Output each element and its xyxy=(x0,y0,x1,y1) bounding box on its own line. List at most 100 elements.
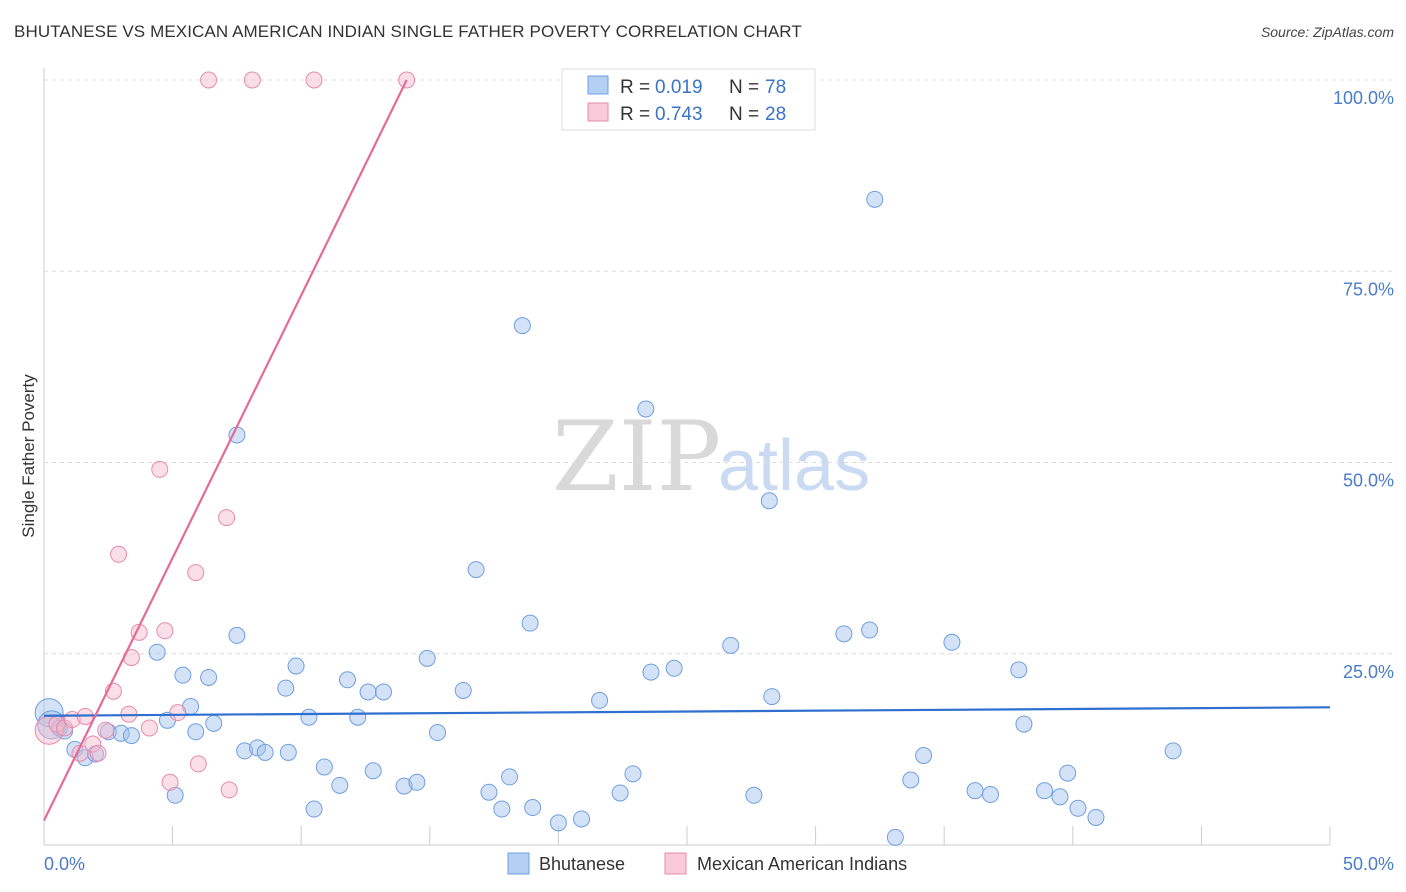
point-bhutanese-60 xyxy=(861,621,879,639)
trend-lines xyxy=(43,79,1331,822)
point-bhutanese-70 xyxy=(1036,782,1054,800)
point-bhutanese-69 xyxy=(1015,715,1033,733)
y-tick-labels: 25.0% 50.0% 75.0% 100.0% xyxy=(1333,88,1394,682)
x-ticks xyxy=(172,826,1331,845)
point-bhutanese-24 xyxy=(279,743,297,761)
point-bhutanese-10 xyxy=(148,643,166,661)
point-bhutanese-22 xyxy=(256,743,274,761)
watermark-atlas: atlas xyxy=(718,426,870,506)
point-mexican-21 xyxy=(200,71,218,89)
point-bhutanese-68 xyxy=(1010,661,1028,679)
point-bhutanese-61 xyxy=(866,190,884,208)
point-mexican-24 xyxy=(243,71,261,89)
point-bhutanese-62 xyxy=(886,828,904,846)
legend-r-label-2: R = xyxy=(620,104,650,125)
y-tick-label-25: 25.0% xyxy=(1343,662,1394,682)
point-bhutanese-40 xyxy=(467,561,485,579)
point-bhutanese-64 xyxy=(915,746,933,764)
point-bhutanese-39 xyxy=(454,681,472,699)
point-bhutanese-16 xyxy=(200,668,218,686)
legend-n-label-1: N = xyxy=(729,77,759,98)
point-mexican-16 xyxy=(156,622,174,640)
point-bhutanese-33 xyxy=(364,762,382,780)
point-bhutanese-13 xyxy=(174,666,192,684)
point-bhutanese-30 xyxy=(338,671,356,689)
series-legend: Bhutanese Mexican American Indians xyxy=(507,852,907,875)
point-mexican-20 xyxy=(189,755,207,773)
point-bhutanese-45 xyxy=(521,614,539,632)
legend-n-value-bhutanese: 78 xyxy=(765,77,786,98)
point-bhutanese-31 xyxy=(349,708,367,726)
point-bhutanese-63 xyxy=(902,771,920,789)
legend-r-value-bhutanese: 0.019 xyxy=(655,77,703,98)
point-bhutanese-49 xyxy=(591,691,609,709)
point-bhutanese-37 xyxy=(418,649,436,667)
point-bhutanese-34 xyxy=(375,683,393,701)
point-bhutanese-35 xyxy=(395,777,413,795)
point-mexican-14 xyxy=(140,719,158,737)
point-bhutanese-73 xyxy=(1069,799,1087,817)
point-bhutanese-74 xyxy=(1087,808,1105,826)
point-bhutanese-59 xyxy=(835,625,853,643)
point-mexican-17 xyxy=(161,773,179,791)
point-bhutanese-44 xyxy=(513,317,531,335)
chart-title: BHUTANESE VS MEXICAN AMERICAN INDIAN SIN… xyxy=(14,22,802,41)
point-bhutanese-47 xyxy=(549,814,567,832)
scatter-points xyxy=(34,71,1182,846)
point-bhutanese-42 xyxy=(493,800,511,818)
point-bhutanese-38 xyxy=(429,724,447,742)
point-bhutanese-20 xyxy=(236,742,254,760)
point-mexican-10 xyxy=(110,545,128,563)
point-bhutanese-25 xyxy=(287,657,305,675)
point-mexican-23 xyxy=(220,781,238,799)
bottom-legend-label-bhutanese: Bhutanese xyxy=(539,854,625,874)
point-bhutanese-29 xyxy=(331,776,349,794)
point-bhutanese-75 xyxy=(1164,742,1182,760)
y-tick-label-100: 100.0% xyxy=(1333,88,1394,108)
point-mexican-19 xyxy=(187,564,205,582)
point-bhutanese-72 xyxy=(1059,764,1077,782)
source-label: Source: ZipAtlas.com xyxy=(1260,24,1394,40)
point-bhutanese-7 xyxy=(99,723,117,741)
watermark-zip: ZIP xyxy=(552,401,721,513)
point-bhutanese-48 xyxy=(573,810,591,828)
x-tick-label-min: 0.0% xyxy=(44,854,85,874)
point-bhutanese-57 xyxy=(760,492,778,510)
legend-swatch-bhutanese xyxy=(587,75,609,95)
y-axis-label: Single Father Poverty xyxy=(19,374,38,538)
point-bhutanese-52 xyxy=(637,400,655,418)
trend-line-bhutanese xyxy=(43,706,1331,717)
point-bhutanese-71 xyxy=(1051,788,1069,806)
legend-r-label-1: R = xyxy=(620,77,650,98)
point-bhutanese-43 xyxy=(501,768,519,786)
legend-swatch-mexican xyxy=(587,102,609,122)
point-mexican-6 xyxy=(84,735,102,753)
point-mexican-25 xyxy=(305,71,323,89)
legend-r-value-mexican: 0.743 xyxy=(655,104,703,125)
point-bhutanese-26 xyxy=(300,708,318,726)
point-bhutanese-51 xyxy=(624,765,642,783)
trend-line-mexican xyxy=(43,79,408,822)
legend-n-label-2: N = xyxy=(729,104,759,125)
point-bhutanese-66 xyxy=(966,782,984,800)
point-bhutanese-54 xyxy=(665,659,683,677)
point-bhutanese-23 xyxy=(277,679,295,697)
point-bhutanese-5 xyxy=(76,749,94,767)
point-bhutanese-28 xyxy=(315,758,333,776)
y-tick-label-50: 50.0% xyxy=(1343,471,1394,491)
point-bhutanese-50 xyxy=(611,784,629,802)
point-bhutanese-46 xyxy=(524,799,542,817)
point-bhutanese-12 xyxy=(166,786,184,804)
point-bhutanese-65 xyxy=(943,633,961,651)
bottom-legend-swatch-mexican xyxy=(664,852,687,875)
gridlines xyxy=(44,79,1394,655)
correlation-legend: R = 0.019 N = 78 R = 0.743 N = 28 xyxy=(561,68,816,131)
y-tick-label-75: 75.0% xyxy=(1343,279,1394,299)
point-mexican-22 xyxy=(218,509,236,527)
point-mexican-15 xyxy=(151,460,169,478)
point-bhutanese-27 xyxy=(305,800,323,818)
point-bhutanese-67 xyxy=(981,786,999,804)
bottom-legend-label-mexican: Mexican American Indians xyxy=(697,854,907,874)
point-bhutanese-32 xyxy=(359,683,377,701)
